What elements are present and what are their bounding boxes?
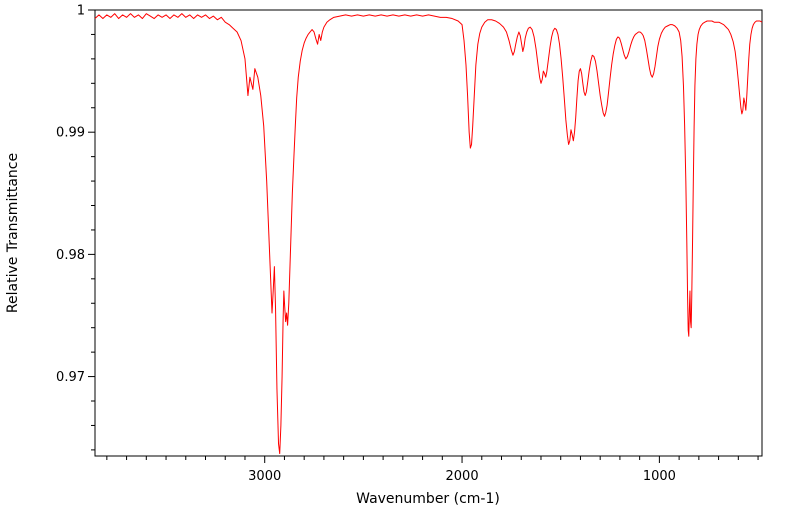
spectrum-line: [94, 13, 763, 455]
x-axis-label: Wavenumber (cm-1): [356, 491, 500, 507]
plot-border: [94, 9, 763, 457]
y-axis-label: Relative Transmittance: [5, 153, 21, 313]
plot-area: 3000 2000 1000 0.97 0.98 0.99 1: [56, 4, 763, 484]
y-tick-label: 1: [77, 4, 85, 19]
y-tick-label: 0.98: [56, 248, 85, 263]
x-tick-label: 2000: [446, 469, 479, 484]
x-tick-label: 1000: [643, 469, 676, 484]
y-tick-label: 0.97: [56, 370, 85, 385]
y-tick-label: 0.99: [56, 126, 85, 141]
x-tick-label: 3000: [248, 469, 281, 484]
